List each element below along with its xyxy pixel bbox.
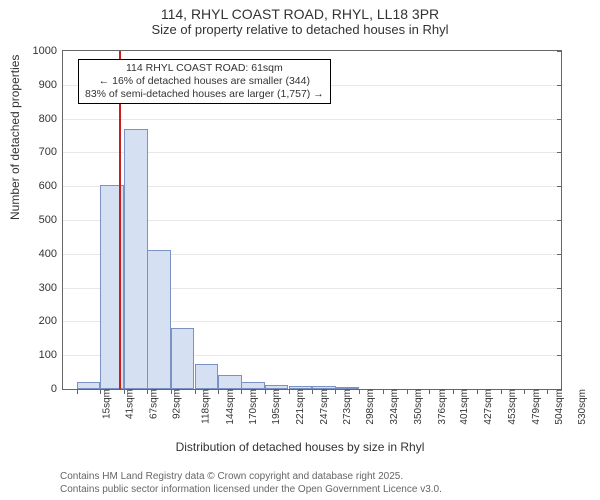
histogram-bar (77, 382, 101, 389)
grid-line (63, 119, 561, 120)
annotation-line-3: 83% of semi-detached houses are larger (… (85, 88, 324, 101)
x-tick-mark (218, 389, 219, 394)
y-tick-label: 400 (39, 248, 63, 260)
annotation-line-1: 114 RHYL COAST ROAD: 61sqm (85, 62, 324, 75)
y-tick-mark (557, 220, 562, 221)
histogram-bar (124, 129, 148, 389)
x-tick-mark (359, 389, 360, 394)
y-tick-mark (557, 119, 562, 120)
y-axis-label: Number of detached properties (8, 55, 22, 220)
x-tick-label: 324sqm (385, 389, 400, 425)
annotation-box: 114 RHYL COAST ROAD: 61sqm ← 16% of deta… (78, 59, 331, 104)
annotation-line-2: ← 16% of detached houses are smaller (34… (85, 75, 324, 88)
chart-title: 114, RHYL COAST ROAD, RHYL, LL18 3PR (0, 6, 600, 22)
x-tick-mark (265, 389, 266, 394)
x-tick-label: 376sqm (433, 389, 448, 425)
y-tick-mark (557, 186, 562, 187)
x-tick-mark (312, 389, 313, 394)
x-tick-label: 273sqm (339, 389, 354, 425)
x-tick-mark (289, 389, 290, 394)
y-tick-label: 100 (39, 349, 63, 361)
x-tick-mark (453, 389, 454, 394)
x-tick-mark (547, 389, 548, 394)
x-tick-label: 41sqm (121, 389, 136, 419)
footer-line-2: Contains public sector information licen… (60, 484, 442, 497)
histogram-bar (147, 250, 171, 389)
chart-subtitle: Size of property relative to detached ho… (0, 22, 600, 37)
x-tick-mark (171, 389, 172, 394)
y-tick-mark (557, 355, 562, 356)
x-tick-label: 427sqm (479, 389, 494, 425)
x-tick-label: 530sqm (573, 389, 588, 425)
y-tick-label: 500 (39, 214, 63, 226)
x-tick-label: 170sqm (244, 389, 259, 425)
x-tick-mark (429, 389, 430, 394)
histogram-bar (195, 364, 219, 389)
x-tick-mark (524, 389, 525, 394)
histogram-bar (241, 382, 265, 389)
y-tick-mark (557, 288, 562, 289)
x-tick-mark (147, 389, 148, 394)
x-tick-mark (383, 389, 384, 394)
x-tick-label: 298sqm (361, 389, 376, 425)
x-tick-label: 504sqm (550, 389, 565, 425)
x-tick-label: 401sqm (455, 389, 470, 425)
x-tick-mark (477, 389, 478, 394)
y-tick-mark (557, 152, 562, 153)
histogram-bar (218, 375, 242, 389)
x-axis-label: Distribution of detached houses by size … (0, 440, 600, 454)
x-tick-label: 144sqm (221, 389, 236, 425)
x-tick-mark (100, 389, 101, 394)
x-tick-label: 453sqm (503, 389, 518, 425)
x-tick-label: 247sqm (315, 389, 330, 425)
y-tick-label: 800 (39, 113, 63, 125)
plot-area: 0100200300400500600700800900100015sqm41s… (62, 50, 562, 390)
x-tick-label: 479sqm (527, 389, 542, 425)
chart-container: 114, RHYL COAST ROAD, RHYL, LL18 3PR Siz… (0, 0, 600, 500)
x-tick-mark (77, 389, 78, 394)
attribution-footer: Contains HM Land Registry data © Crown c… (60, 471, 442, 496)
y-tick-label: 700 (39, 146, 63, 158)
footer-line-1: Contains HM Land Registry data © Crown c… (60, 471, 442, 484)
y-tick-label: 1000 (33, 45, 63, 57)
y-tick-label: 300 (39, 282, 63, 294)
y-tick-label: 900 (39, 79, 63, 91)
y-tick-mark (557, 254, 562, 255)
x-tick-mark (335, 389, 336, 394)
x-tick-label: 118sqm (196, 389, 211, 424)
x-tick-mark (241, 389, 242, 394)
x-tick-label: 350sqm (409, 389, 424, 425)
x-tick-label: 195sqm (267, 389, 282, 425)
x-tick-mark (501, 389, 502, 394)
y-tick-label: 0 (51, 383, 63, 395)
y-tick-mark (557, 85, 562, 86)
title-block: 114, RHYL COAST ROAD, RHYL, LL18 3PR Siz… (0, 0, 600, 37)
x-tick-mark (407, 389, 408, 394)
y-tick-mark (557, 51, 562, 52)
y-tick-label: 600 (39, 180, 63, 192)
y-tick-label: 200 (39, 315, 63, 327)
x-tick-mark (124, 389, 125, 394)
y-tick-mark (557, 321, 562, 322)
x-tick-mark (195, 389, 196, 394)
histogram-bar (171, 328, 195, 389)
x-tick-label: 221sqm (291, 389, 306, 425)
